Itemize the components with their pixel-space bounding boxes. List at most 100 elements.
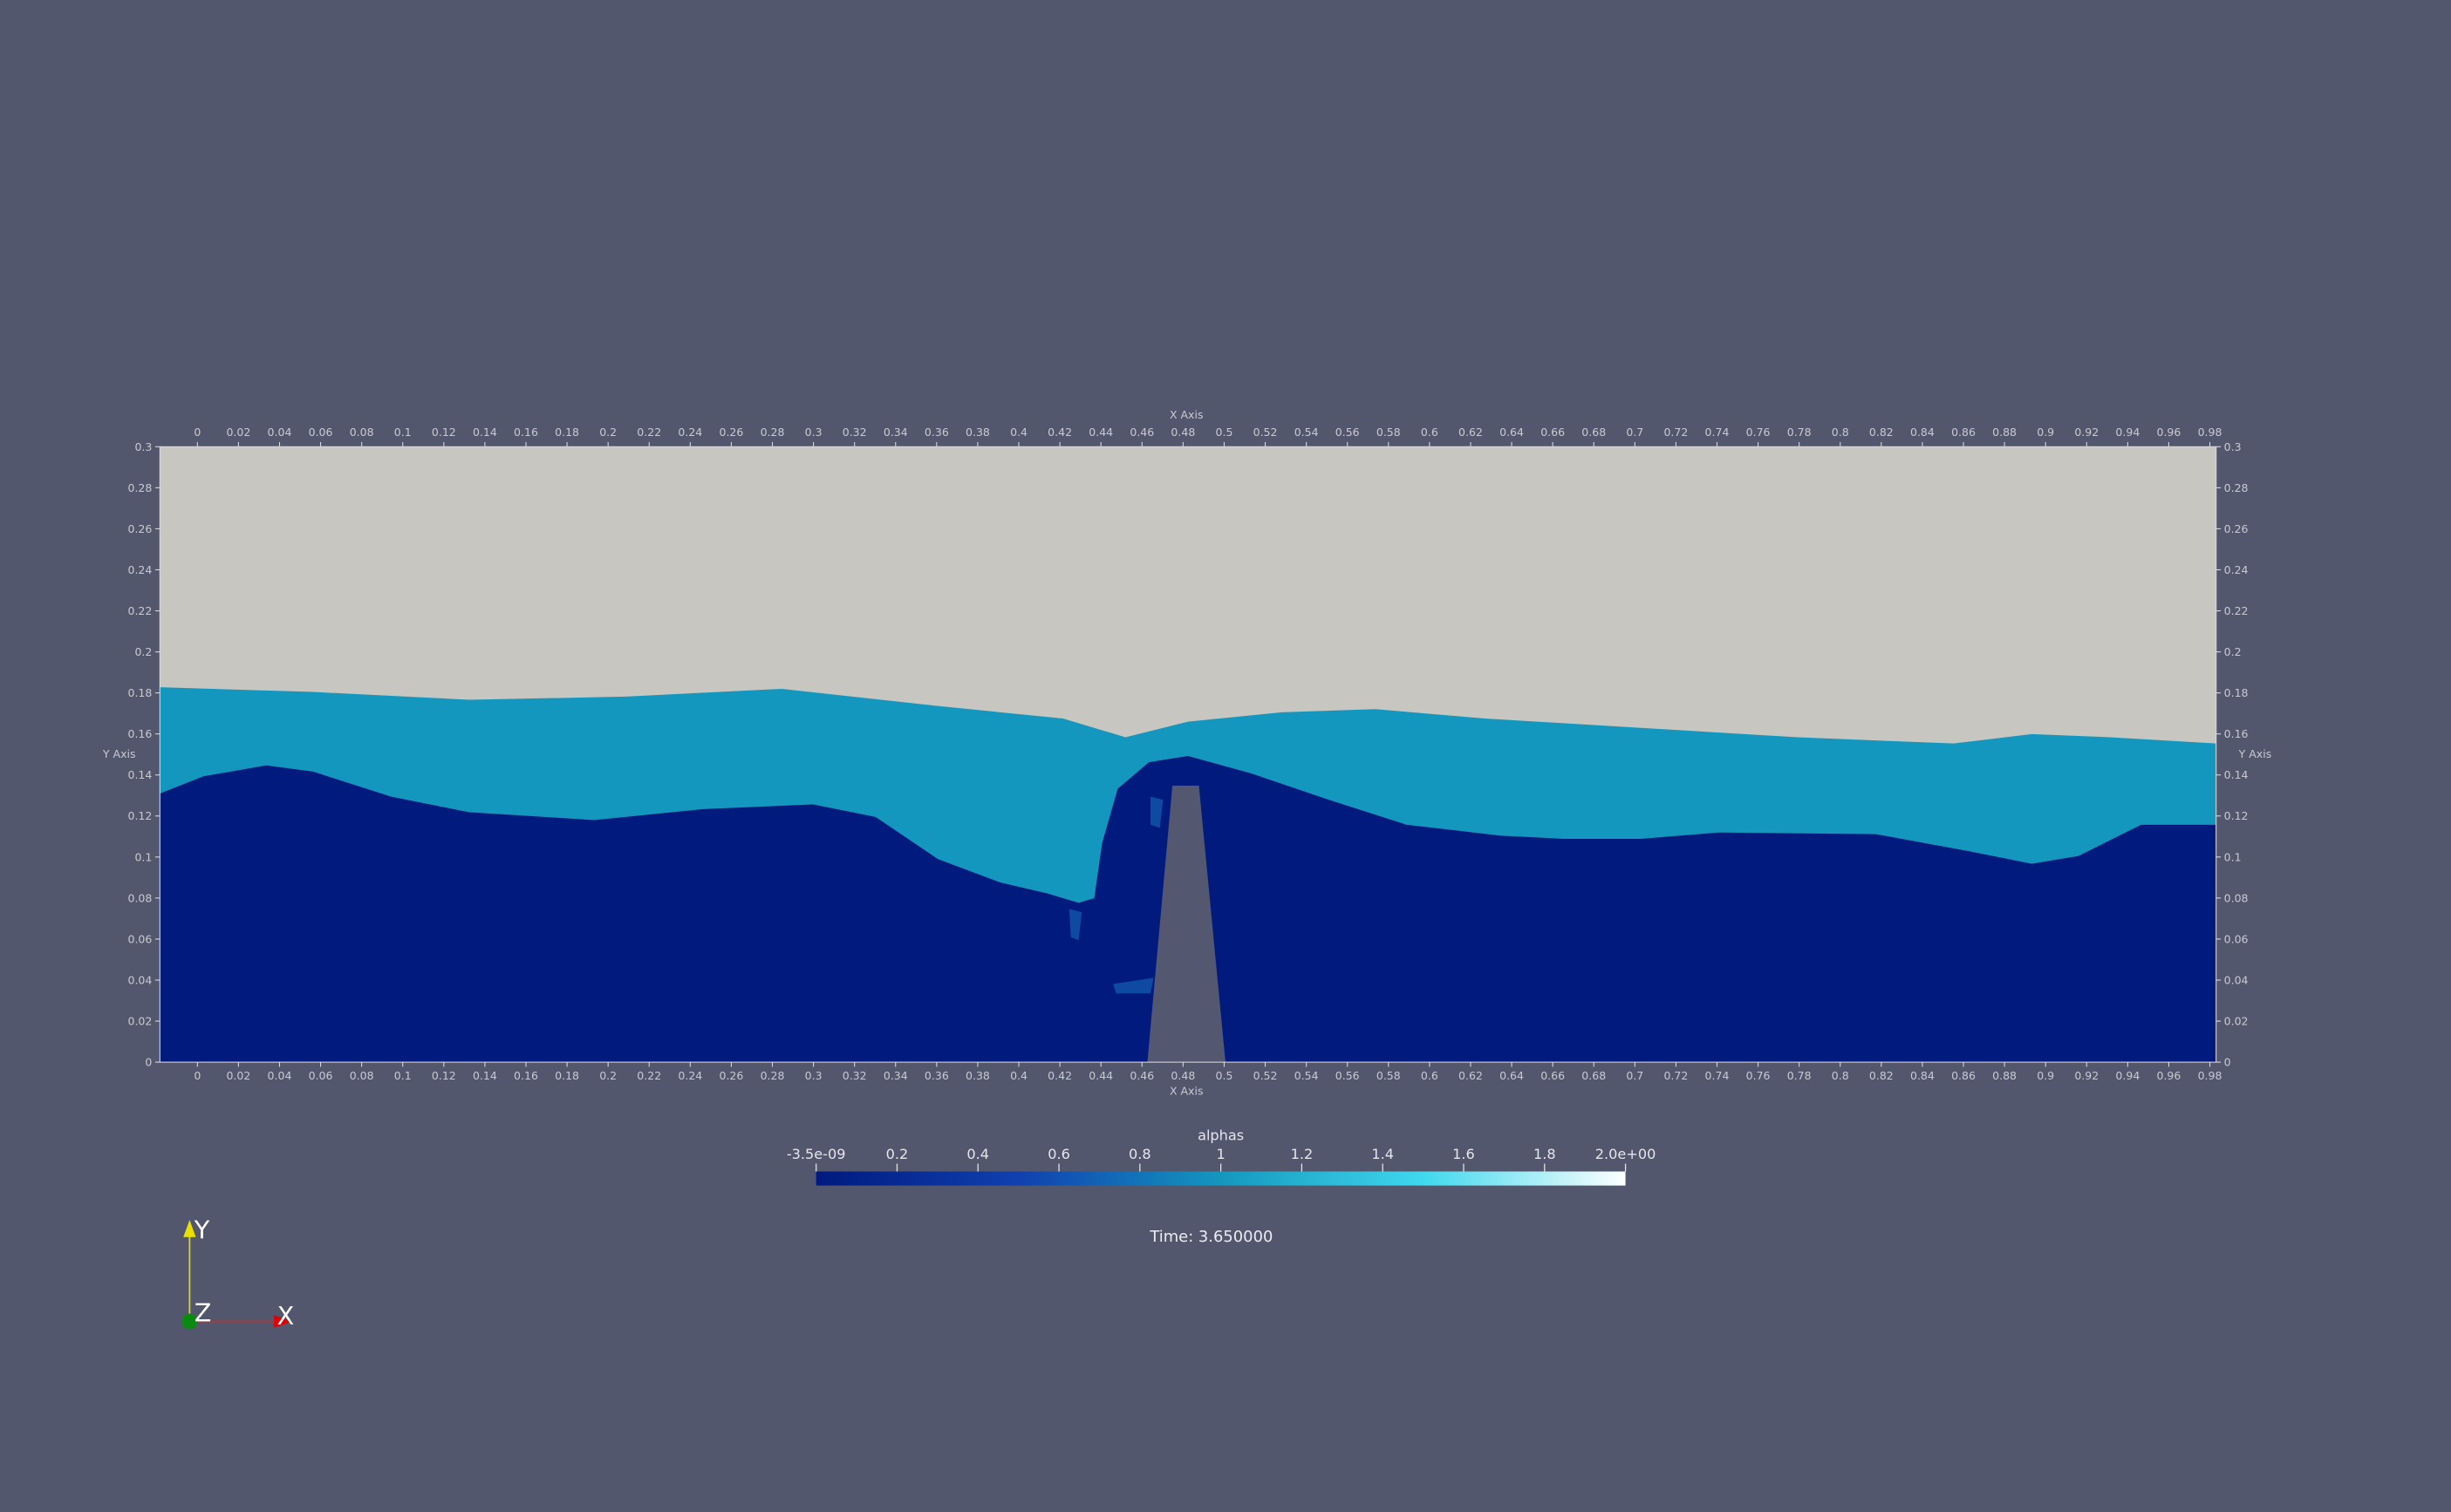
x-tick-label: 0.14 (473, 1069, 497, 1082)
x-tick-label: 0.84 (1910, 426, 1935, 439)
x-tick-label: 0.08 (350, 1069, 374, 1082)
x-tick-label: 0.5 (1216, 1069, 1233, 1082)
triad-y-arrow (183, 1220, 196, 1237)
x-tick-label: 0.32 (843, 426, 867, 439)
x-tick-label: 0 (194, 1069, 201, 1082)
x-tick-label: 0.98 (2198, 1069, 2222, 1082)
x-tick-label: 0.04 (268, 1069, 292, 1082)
y-tick-label: 0.02 (2224, 1015, 2249, 1028)
x-tick-label: 0.12 (432, 1069, 456, 1082)
x-tick-label: 0.56 (1335, 426, 1360, 439)
x-tick-label: 0.8 (1832, 426, 1849, 439)
x-tick-label: 0.3 (805, 1069, 823, 1082)
x-tick-label: 0.28 (761, 426, 785, 439)
colorbar-label: 1.4 (1371, 1146, 1394, 1162)
triad-z-axis (181, 1313, 198, 1330)
x-tick-label: 0.82 (1869, 426, 1894, 439)
x-tick-label: 0.9 (2037, 1069, 2054, 1082)
y-tick-label: 0.12 (127, 809, 152, 822)
y-tick-label: 0.04 (127, 973, 152, 986)
x-tick-label: 0.38 (966, 426, 990, 439)
x-tick-label: 0.62 (1458, 1069, 1483, 1082)
y-tick-label: 0.2 (134, 645, 152, 658)
x-tick-label: 0.92 (2074, 1069, 2099, 1082)
y-tick-label: 0.26 (127, 522, 152, 535)
y-tick-label: 0.12 (2224, 809, 2249, 822)
y-tick-label: 0.08 (127, 891, 152, 904)
y-tick-label: 0.14 (127, 768, 152, 781)
x-tick-label: 0.36 (925, 1069, 949, 1082)
y-tick-label: 0.02 (127, 1015, 152, 1028)
x-tick-label: 0.24 (678, 426, 702, 439)
x-tick-label: 0.1 (394, 426, 412, 439)
x-tick-label: 0.44 (1089, 1069, 1113, 1082)
x-tick-label: 0.86 (1951, 426, 1976, 439)
x-tick-label: 0.7 (1626, 426, 1643, 439)
x-tick-label: 0.16 (514, 1069, 538, 1082)
y-tick-label: 0.24 (2224, 563, 2249, 576)
colorbar (816, 1171, 1626, 1186)
x-tick-label: 0.66 (1540, 1069, 1565, 1082)
x-tick-label: 0.54 (1294, 1069, 1319, 1082)
y-tick-label: 0.16 (2224, 727, 2249, 740)
x-tick-label: 0.78 (1787, 426, 1812, 439)
y-tick-label: 0.24 (127, 563, 152, 576)
x-tick-label: 0.86 (1951, 1069, 1976, 1082)
colorbar-label: 0.2 (886, 1146, 909, 1162)
x-tick-label: 0.72 (1663, 1069, 1688, 1082)
x-tick-label: 0.3 (805, 426, 823, 439)
x-tick-label: 0.06 (309, 1069, 333, 1082)
x-tick-label: 0.34 (884, 426, 908, 439)
x-tick-label: 0.52 (1253, 426, 1278, 439)
x-tick-label: 0.72 (1663, 426, 1688, 439)
x-tick-label: 0.18 (555, 1069, 579, 1082)
x-tick-label: 0.58 (1376, 1069, 1401, 1082)
colorbar-label: 0.8 (1129, 1146, 1151, 1162)
x-tick-label: 0.58 (1376, 426, 1401, 439)
y-tick-label: 0.22 (127, 604, 152, 617)
x-tick-label: 0.16 (514, 426, 538, 439)
x-axis-title: X Axis (1170, 1085, 1204, 1098)
x-tick-label: 0.66 (1540, 426, 1565, 439)
x-tick-label: 0.12 (432, 426, 456, 439)
y-tick-label: 0.1 (134, 850, 152, 863)
y-tick-label: 0.16 (127, 727, 152, 740)
x-tick-label: 0.74 (1705, 426, 1730, 439)
x-tick-label: 0.64 (1499, 426, 1524, 439)
x-tick-label: 0.48 (1171, 1069, 1195, 1082)
y-tick-label: 0.22 (2224, 604, 2249, 617)
x-tick-label: 0.82 (1869, 1069, 1894, 1082)
x-tick-label: 0.26 (719, 1069, 743, 1082)
x-tick-label: 0.24 (678, 1069, 702, 1082)
x-tick-label: 0.4 (1010, 426, 1028, 439)
x-tick-label: 0.88 (1992, 426, 2017, 439)
time-label: Time: 3.650000 (1149, 1228, 1273, 1246)
triad-z-label: Z (195, 1297, 212, 1327)
colorbar-label: 1.6 (1452, 1146, 1475, 1162)
x-tick-label: 0.6 (1421, 426, 1438, 439)
x-tick-label: 0.52 (1253, 1069, 1278, 1082)
x-tick-label: 0.68 (1581, 1069, 1606, 1082)
y-tick-label: 0 (145, 1056, 152, 1069)
x-tick-label: 0.42 (1048, 426, 1072, 439)
y-axis-title: Y Axis (102, 747, 136, 760)
x-tick-label: 0.46 (1130, 426, 1154, 439)
colorbar-label: 0.6 (1048, 1146, 1070, 1162)
x-tick-label: 0.18 (555, 426, 579, 439)
x-tick-label: 0.08 (350, 426, 374, 439)
colorbar-label: 2.0e+00 (1595, 1146, 1656, 1162)
y-tick-label: 0.08 (2224, 891, 2249, 904)
y-tick-label: 0.14 (2224, 768, 2249, 781)
colorbar-label: 1.8 (1533, 1146, 1556, 1162)
x-tick-label: 0.88 (1992, 1069, 2017, 1082)
x-tick-label: 0.56 (1335, 1069, 1360, 1082)
x-tick-label: 0.98 (2198, 426, 2222, 439)
x-tick-label: 0.06 (309, 426, 333, 439)
x-tick-label: 0.42 (1048, 1069, 1072, 1082)
x-tick-label: 0.96 (2157, 1069, 2181, 1082)
x-tick-label: 0.26 (719, 426, 743, 439)
plot-frame (159, 446, 2217, 1063)
x-axis-title: X Axis (1170, 408, 1204, 421)
x-tick-label: 0.2 (599, 1069, 617, 1082)
